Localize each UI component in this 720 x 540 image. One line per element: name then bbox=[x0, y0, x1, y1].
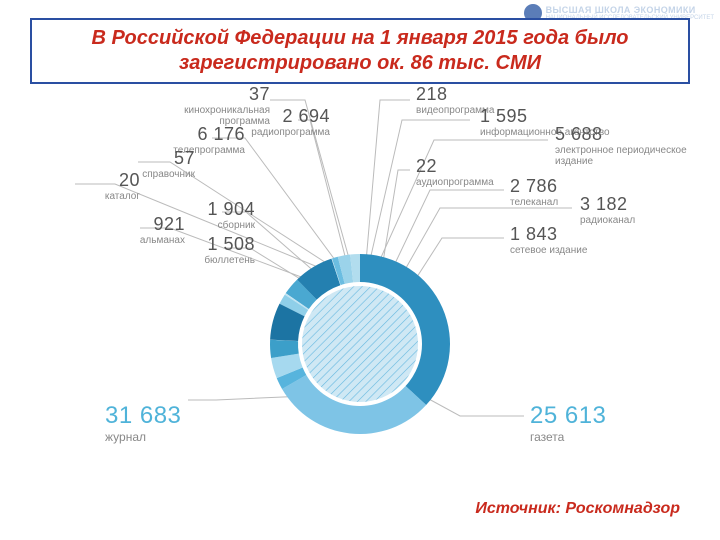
callout-bottom-0: 31 683журнал bbox=[105, 402, 181, 444]
leader-line bbox=[298, 120, 346, 260]
callout-label: каталог bbox=[40, 191, 140, 202]
callout-bottom-1: 25 613газета bbox=[530, 402, 606, 444]
callout-value: 57 bbox=[95, 148, 195, 169]
callout-label: сетевое издание bbox=[510, 245, 587, 256]
callout-left-1: 2 694радиопрограмма bbox=[230, 106, 330, 138]
callout-left-4: 20каталог bbox=[40, 170, 140, 202]
callout-value: 1 508 bbox=[155, 234, 255, 255]
callout-label: аудиопрограмма bbox=[416, 177, 494, 188]
callout-label: электронное периодическое издание bbox=[555, 145, 710, 167]
callout-value: 5 688 bbox=[555, 124, 710, 145]
callout-value: 2 786 bbox=[510, 176, 558, 197]
callout-value: 218 bbox=[416, 84, 494, 105]
callout-label: газета bbox=[530, 430, 606, 444]
chart-area: 37кинохроникальная программа2 694радиопр… bbox=[10, 84, 710, 464]
title-box: В Российской Федерации на 1 января 2015 … bbox=[30, 18, 690, 84]
callout-value: 31 683 bbox=[105, 402, 181, 430]
callout-label: радиопрограмма bbox=[230, 127, 330, 138]
callout-value: 3 182 bbox=[580, 194, 635, 215]
donut-center-hatch bbox=[302, 286, 418, 402]
callout-right-5: 3 182радиоканал bbox=[580, 194, 635, 226]
callout-right-2: 5 688электронное периодическое издание bbox=[555, 124, 710, 167]
callout-value: 2 694 bbox=[230, 106, 330, 127]
callout-value: 22 bbox=[416, 156, 494, 177]
donut-chart bbox=[260, 244, 460, 444]
watermark-line1: ВЫСШАЯ ШКОЛА ЭКОНОМИКИ bbox=[546, 5, 714, 15]
callout-right-4: 2 786телеканал bbox=[510, 176, 558, 208]
callout-right-3: 22аудиопрограмма bbox=[416, 156, 494, 188]
callout-label: телеканал bbox=[510, 197, 558, 208]
callout-label: бюллетень bbox=[155, 255, 255, 266]
source-label: Источник: Роскомнадзор bbox=[475, 500, 680, 518]
callout-value: 1 843 bbox=[510, 224, 587, 245]
page-title: В Российской Федерации на 1 января 2015 … bbox=[42, 26, 678, 76]
callout-value: 20 bbox=[40, 170, 140, 191]
callout-label: журнал bbox=[105, 430, 181, 444]
callout-right-6: 1 843сетевое издание bbox=[510, 224, 587, 256]
callout-label: радиоканал bbox=[580, 215, 635, 226]
slide: ВЫСШАЯ ШКОЛА ЭКОНОМИКИ НАЦИОНАЛЬНЫЙ ИССЛ… bbox=[0, 0, 720, 540]
callout-value: 25 613 bbox=[530, 402, 606, 430]
callout-value: 6 176 bbox=[145, 124, 245, 145]
callout-value: 37 bbox=[170, 84, 270, 105]
callout-value: 921 bbox=[85, 214, 185, 235]
callout-left-7: 1 508бюллетень bbox=[155, 234, 255, 266]
